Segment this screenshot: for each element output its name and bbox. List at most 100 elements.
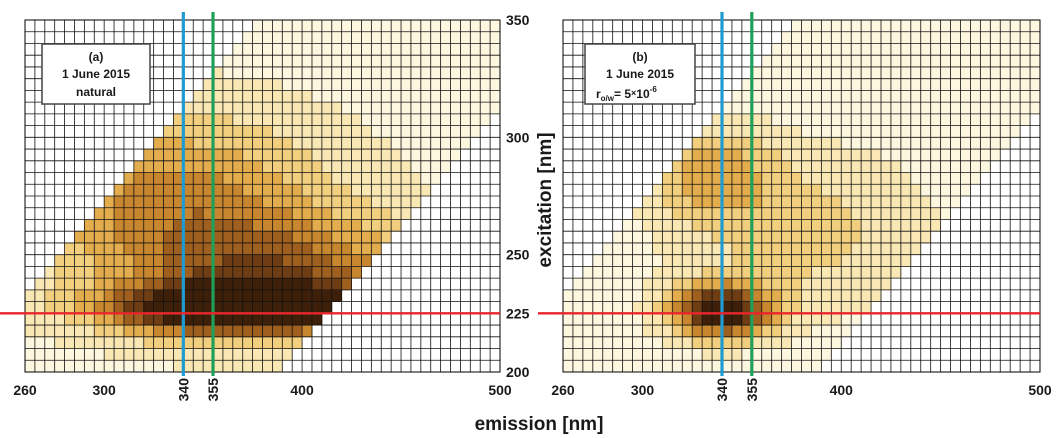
heatmap-cell bbox=[890, 254, 902, 267]
heatmap-cell bbox=[741, 301, 753, 314]
heatmap-cell bbox=[203, 160, 214, 173]
heatmap-cell bbox=[193, 113, 204, 126]
heatmap-cell bbox=[490, 43, 501, 56]
heatmap-cell bbox=[420, 43, 432, 56]
heatmap-cell bbox=[731, 278, 743, 291]
heatmap-cell bbox=[821, 172, 832, 185]
heatmap-cell bbox=[341, 90, 352, 103]
heatmap-cell bbox=[153, 231, 164, 244]
heatmap-cell bbox=[321, 102, 333, 115]
heatmap-cell bbox=[960, 172, 971, 185]
x-tick-label: 500 bbox=[1028, 382, 1052, 398]
heatmap-cell bbox=[751, 266, 763, 279]
heatmap-cell bbox=[781, 348, 792, 361]
heatmap-cell bbox=[781, 31, 792, 44]
heatmap-cell bbox=[401, 78, 412, 91]
heatmap-cell bbox=[801, 55, 812, 68]
heatmap-cell bbox=[460, 20, 471, 33]
heatmap-cell bbox=[751, 254, 763, 267]
heatmap-cell bbox=[1030, 78, 1041, 91]
heatmap-cell bbox=[143, 289, 155, 302]
heatmap-cell bbox=[1020, 66, 1031, 80]
heatmap-cell bbox=[232, 266, 244, 279]
heatmap-cell bbox=[692, 313, 703, 326]
heatmap-cell bbox=[123, 172, 135, 185]
heatmap-cell bbox=[781, 113, 792, 126]
heatmap-cell bbox=[44, 360, 56, 373]
heatmap-cell bbox=[401, 113, 412, 126]
heatmap-cell bbox=[900, 172, 912, 185]
heatmap-cell bbox=[572, 336, 584, 349]
heatmap-cell bbox=[841, 242, 852, 256]
heatmap-cell bbox=[662, 207, 673, 220]
heatmap-cell bbox=[302, 242, 313, 256]
heatmap-cell bbox=[871, 289, 882, 302]
heatmap-cell bbox=[572, 348, 584, 361]
heatmap-cell bbox=[841, 66, 852, 80]
heatmap-cell bbox=[222, 160, 234, 173]
heatmap-cell bbox=[672, 266, 683, 279]
heatmap-cell bbox=[781, 325, 792, 338]
heatmap-cell bbox=[592, 254, 604, 267]
heatmap-cell bbox=[272, 348, 283, 361]
heatmap-cell bbox=[592, 336, 604, 349]
heatmap-cell bbox=[761, 149, 773, 162]
heatmap-cell bbox=[311, 31, 323, 44]
heatmap-cell bbox=[920, 196, 932, 209]
heatmap-cell bbox=[791, 266, 802, 279]
heatmap-cell bbox=[381, 160, 392, 173]
heatmap-cell bbox=[642, 313, 653, 326]
heatmap-cell bbox=[692, 278, 703, 291]
heatmap-cell bbox=[252, 55, 263, 68]
heatmap-cell bbox=[193, 360, 204, 373]
heatmap-cell bbox=[331, 254, 343, 267]
heatmap-cell bbox=[702, 266, 713, 279]
heatmap-cell bbox=[771, 113, 783, 126]
heatmap-cell bbox=[321, 196, 333, 209]
heatmap-cell bbox=[761, 278, 773, 291]
heatmap-cell bbox=[741, 266, 753, 279]
heatmap-cell bbox=[222, 266, 234, 279]
heatmap-cell bbox=[410, 20, 422, 33]
heatmap-cell bbox=[173, 137, 184, 150]
heatmap-cell bbox=[381, 125, 392, 138]
heatmap-cell bbox=[163, 149, 174, 162]
heatmap-cell bbox=[143, 196, 155, 209]
heatmap-cell bbox=[831, 90, 842, 103]
heatmap-cell bbox=[430, 113, 442, 126]
heatmap-cell bbox=[282, 172, 293, 185]
heatmap-cell bbox=[1000, 43, 1011, 56]
heatmap-cell bbox=[622, 254, 633, 267]
heatmap-cell bbox=[361, 102, 372, 115]
heatmap-cell bbox=[341, 137, 352, 150]
heatmap-cell bbox=[282, 266, 293, 279]
heatmap-cell bbox=[410, 149, 422, 162]
heatmap-cell bbox=[881, 207, 892, 220]
heatmap-cell bbox=[44, 289, 56, 302]
heatmap-cell bbox=[420, 20, 432, 33]
heatmap-cell bbox=[761, 266, 773, 279]
heatmap-cell bbox=[262, 43, 273, 56]
heatmap-cell bbox=[950, 55, 961, 68]
heatmap-cell bbox=[282, 102, 293, 115]
heatmap-cell bbox=[841, 231, 852, 244]
heatmap-cell bbox=[761, 172, 773, 185]
heatmap-cell bbox=[213, 219, 224, 232]
heatmap-cell bbox=[672, 242, 683, 256]
heatmap-cell bbox=[232, 254, 244, 267]
heatmap-cell bbox=[381, 43, 392, 56]
heatmap-cell bbox=[791, 207, 802, 220]
heatmap-cell bbox=[341, 278, 352, 291]
heatmap-cell bbox=[143, 207, 155, 220]
heatmap-cell bbox=[163, 196, 174, 209]
heatmap-cell bbox=[242, 219, 254, 232]
heatmap-cell bbox=[183, 289, 194, 302]
heatmap-cell bbox=[311, 207, 323, 220]
heatmap-cell bbox=[163, 266, 174, 279]
heatmap-cell bbox=[751, 219, 763, 232]
heatmap-cell bbox=[761, 207, 773, 220]
heatmap-cell bbox=[890, 43, 902, 56]
heatmap-cell bbox=[811, 325, 822, 338]
heatmap-cell bbox=[801, 20, 812, 33]
heatmap-cell bbox=[143, 360, 155, 373]
